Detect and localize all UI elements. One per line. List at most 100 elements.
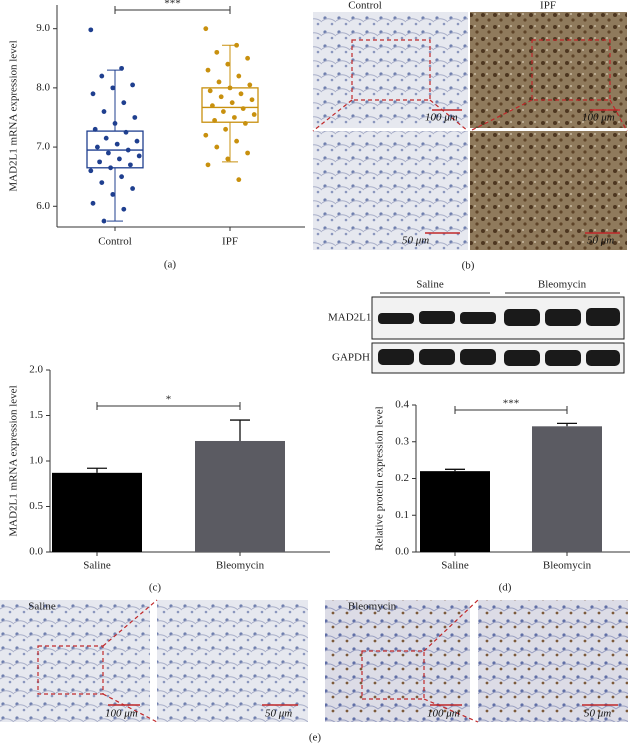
blot-group: Saline: [416, 279, 444, 291]
x-tick-label: IPF: [222, 236, 238, 248]
data-point: [221, 109, 226, 114]
scale-bar-label: 100 μm: [427, 708, 460, 720]
data-point: [225, 156, 231, 162]
scale-bar-label: 100 μm: [105, 708, 138, 720]
data-point: [223, 126, 229, 132]
panel-label: (e): [309, 732, 322, 744]
x-tick-label: Control: [98, 236, 132, 248]
data-point: [132, 115, 138, 120]
micrograph: [470, 12, 627, 128]
data-point: [203, 132, 209, 138]
panel-label: (d): [499, 582, 512, 594]
y-tick-label: 0.5: [29, 500, 43, 512]
data-point: [234, 138, 240, 144]
bar: [52, 472, 142, 552]
x-tick-label: Bleomycin: [216, 560, 265, 572]
micrograph: [0, 600, 150, 722]
data-point: [205, 162, 211, 168]
y-tick-label: 0.0: [395, 546, 409, 558]
data-point: [114, 141, 120, 147]
western-blot: Saline Bleomycin MAD2L1 GAPDH: [328, 279, 625, 374]
data-point: [130, 186, 136, 191]
data-point: [214, 144, 220, 150]
data-point: [117, 156, 122, 162]
data-point: [121, 100, 127, 106]
data-point: [251, 112, 257, 117]
micrograph: [478, 600, 628, 722]
data-point: [110, 85, 116, 91]
scale-bar-label: 50 μm: [584, 708, 611, 720]
panel-label: (b): [462, 260, 475, 272]
data-point: [119, 65, 124, 71]
band-label: GAPDH: [332, 352, 370, 364]
scale-bar-label: 100 μm: [582, 112, 615, 124]
y-axis-title: Relative protein expression level: [374, 406, 386, 550]
data-point: [88, 27, 94, 33]
x-tick-label: Saline: [83, 560, 111, 572]
data-point: [245, 150, 251, 156]
data-point: [225, 61, 231, 67]
data-point: [127, 162, 133, 168]
data-point: [95, 144, 100, 150]
zoom-box: [351, 39, 431, 101]
data-point: [205, 67, 211, 73]
data-point: [101, 218, 107, 224]
y-tick-label: 0.4: [395, 399, 409, 411]
y-tick-label: 0.2: [395, 472, 409, 484]
y-tick-label: 0.0: [29, 546, 43, 558]
y-tick-label: 6.0: [36, 200, 50, 212]
data-point: [203, 26, 209, 32]
y-tick-label: 1.5: [29, 409, 43, 421]
y-tick-label: 7.0: [36, 141, 50, 153]
x-tick-label: Saline: [441, 560, 469, 572]
image-label: IPF: [540, 0, 556, 12]
data-point: [99, 180, 105, 186]
panel-label: (a): [164, 259, 177, 271]
y-tick-label: 8.0: [36, 81, 50, 93]
data-point: [236, 73, 242, 79]
y-axis-title: MAD2L1 mRNA expression level: [8, 385, 20, 536]
micrograph: [470, 131, 627, 250]
data-point: [130, 82, 136, 88]
y-tick-label: 2.0: [29, 364, 43, 376]
image-label: Control: [348, 0, 382, 12]
significance-label: ***: [164, 0, 181, 10]
data-point: [136, 153, 142, 159]
panel-e: Saline Bleomycin 100 μm 50 μm 100 μm 50 …: [0, 599, 628, 744]
scale-bar-label: 100 μm: [425, 112, 458, 124]
y-tick-label: 9.0: [36, 22, 50, 34]
band-label: MAD2L1: [328, 312, 371, 324]
data-point: [245, 55, 251, 61]
zoom-box: [531, 39, 611, 101]
panel-label: (c): [149, 582, 162, 594]
micrograph: [325, 600, 470, 722]
image-label: Saline: [28, 601, 56, 613]
data-point: [88, 168, 94, 174]
data-point: [229, 100, 235, 106]
data-point: [216, 79, 222, 85]
micrograph: [313, 12, 468, 128]
blot-group: Bleomycin: [538, 279, 587, 291]
image-label: Bleomycin: [348, 601, 397, 613]
scale-bar-label: 50 μm: [265, 708, 292, 720]
data-point: [106, 150, 111, 156]
data-point: [218, 94, 224, 100]
scale-bar-label: 50 μm: [402, 235, 429, 247]
bar: [195, 440, 285, 552]
data-point: [207, 88, 213, 94]
data-point: [236, 177, 242, 183]
data-point: [134, 138, 140, 144]
data-point: [90, 200, 96, 206]
y-tick-label: 0.3: [395, 435, 409, 447]
x-tick-label: Bleomycin: [543, 560, 592, 572]
y-tick-label: 0.1: [395, 509, 409, 521]
data-point: [101, 109, 107, 114]
data-point: [99, 73, 105, 79]
data-point: [232, 115, 237, 120]
bar: [532, 426, 602, 552]
bar: [420, 471, 490, 552]
data-point: [90, 91, 96, 97]
y-axis-title: MAD2L1 mRNA expression level: [8, 40, 20, 191]
y-tick-label: 1.0: [29, 455, 43, 467]
micrograph: [313, 131, 468, 250]
